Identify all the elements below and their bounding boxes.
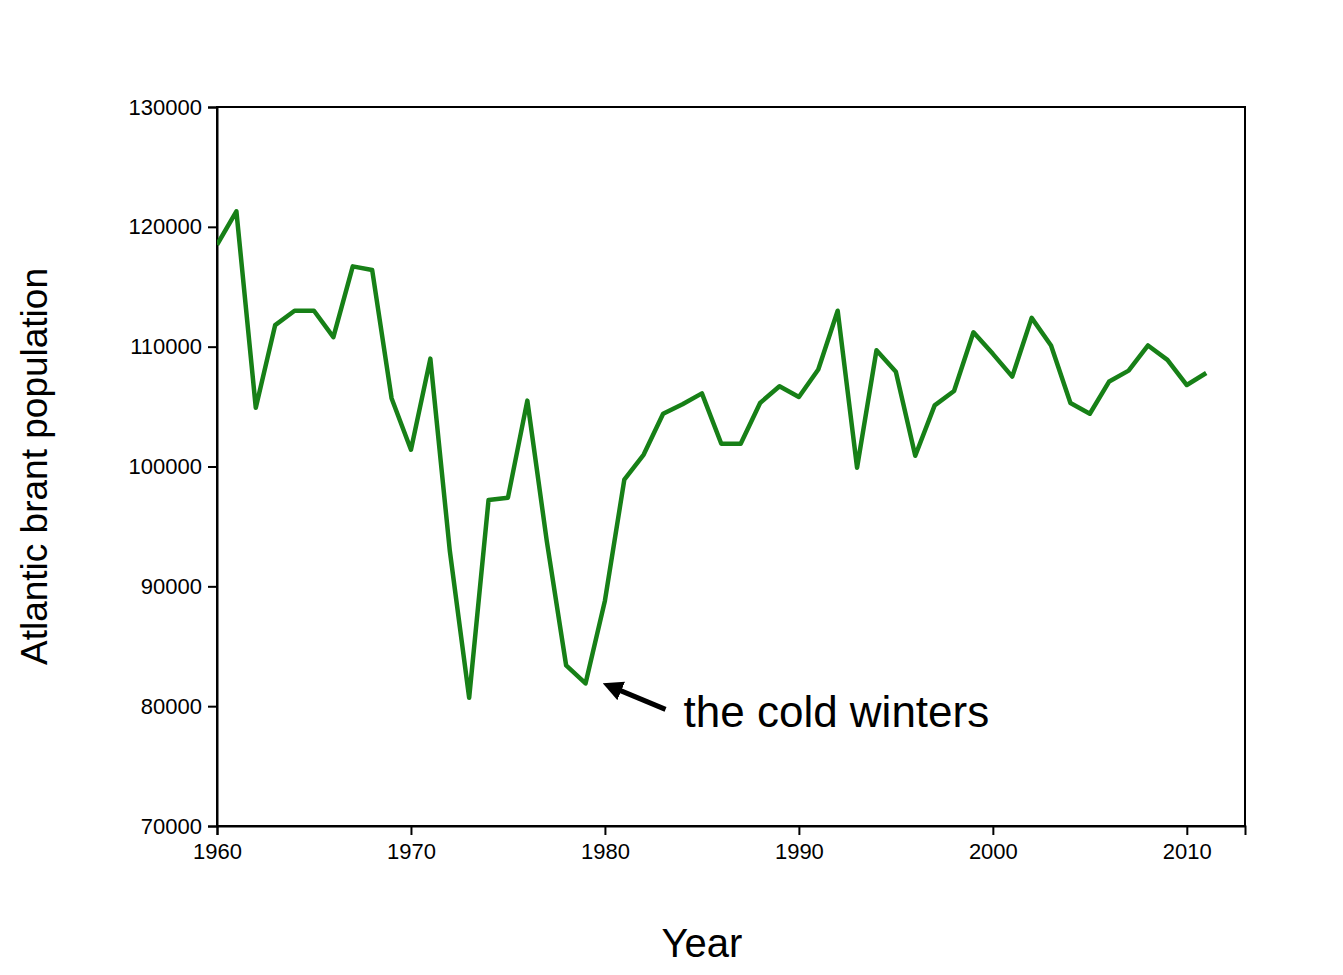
x-tick-label: 1990 [775,839,824,864]
x-tick-label: 1980 [581,839,630,864]
y-tick-label: 70000 [141,814,202,839]
y-tick: 90000 [141,574,217,599]
y-tick: 110000 [130,334,217,359]
y-tick-label: 110000 [130,334,202,359]
x-tick: 2000 [969,826,1018,864]
y-axis-title: Atlantic brant population [14,268,55,665]
x-axis: 1960 1970 1980 1990 2000 2010 [193,826,1245,864]
y-tick-mark [208,826,217,828]
x-tick-mark [604,826,606,835]
y-tick: 70000 [141,814,217,839]
y-tick: 130000 [129,95,217,120]
x-tick-mark [798,826,800,835]
annotation-arrow [618,689,666,709]
x-tick-label: 1960 [193,839,242,864]
y-axis-line [208,108,218,827]
x-axis-line [218,827,1246,836]
x-tick: 2010 [1163,826,1212,864]
x-tick: 1990 [775,826,824,864]
y-tick-mark [208,107,217,109]
population-line [217,211,1206,698]
x-tick-mark [410,826,412,835]
chart: 1960 1970 1980 1990 2000 2010 70000 80000 90000 1… [0,0,1343,975]
y-tick-mark [208,226,217,228]
y-tick: 120000 [129,214,217,239]
series-group [217,211,1206,698]
y-tick-label: 100000 [129,454,202,479]
y-tick: 80000 [141,694,217,719]
y-tick: 100000 [129,454,217,479]
y-axis: 70000 80000 90000 100000 110000 120000 130000 [129,95,218,839]
y-tick-mark [208,586,217,588]
x-tick-label: 2000 [969,839,1018,864]
annotation-text: the cold winters [684,687,990,736]
y-tick-mark [208,706,217,708]
y-tick-label: 130000 [129,95,202,120]
x-tick-label: 1970 [387,839,436,864]
plot-frame [217,107,1245,826]
y-tick-mark [208,346,217,348]
y-tick-label: 120000 [129,214,202,239]
plot-area: 1960 1970 1980 1990 2000 2010 70000 80000 90000 1… [129,95,1246,864]
x-tick: 1970 [387,826,436,864]
x-tick-mark [992,826,994,835]
x-tick-label: 2010 [1163,839,1212,864]
x-tick: 1980 [581,826,630,864]
x-tick-mark [1186,826,1188,835]
y-tick-label: 80000 [141,694,202,719]
x-axis-title: Year [661,921,742,965]
y-tick-mark [208,466,217,468]
y-tick-label: 90000 [141,574,202,599]
